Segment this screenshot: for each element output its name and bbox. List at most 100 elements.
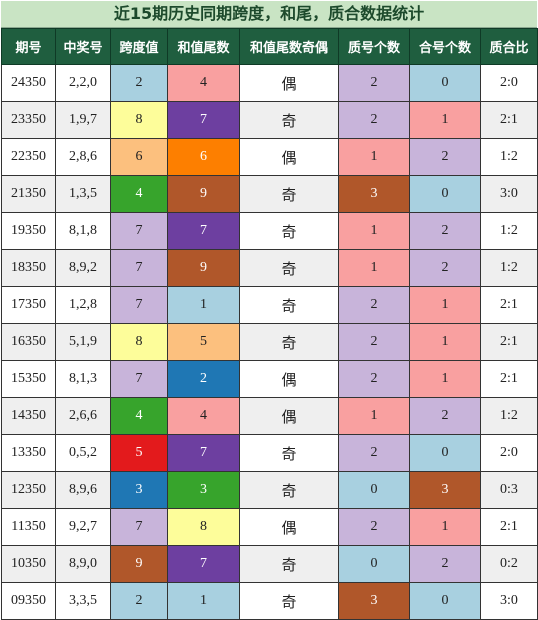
sum-tail-cell: 5 [167,323,240,361]
ratio-cell: 2:1 [480,286,538,324]
parity-cell: 偶 [239,138,339,176]
table-row: 19350 8,1,8 7 7 奇 1 2 1:2 [1,212,538,250]
ratio-cell: 1:2 [480,212,538,250]
period-cell: 21350 [1,175,56,213]
header-row: 期号 中奖号 跨度值 和值尾数 和值尾数奇偶 质号个数 合号个数 质合比 [1,28,538,65]
prime-count-cell: 3 [338,582,410,620]
prime-count-cell: 1 [338,212,410,250]
composite-count-cell: 2 [409,545,481,583]
span-cell: 2 [110,64,168,102]
span-cell: 8 [110,101,168,139]
ratio-cell: 1:2 [480,397,538,435]
prime-count-cell: 2 [338,434,410,472]
span-cell: 6 [110,138,168,176]
ratio-cell: 1:2 [480,249,538,287]
period-cell: 17350 [1,286,56,324]
composite-count-cell: 1 [409,286,481,324]
header-sum-tail: 和值尾数 [167,28,240,65]
sum-tail-cell: 9 [167,175,240,213]
period-cell: 24350 [1,64,56,102]
sum-tail-cell: 7 [167,434,240,472]
parity-cell: 偶 [239,508,339,546]
numbers-cell: 9,2,7 [55,508,111,546]
sum-tail-cell: 3 [167,471,240,509]
header-composite-count: 合号个数 [409,28,481,65]
period-cell: 22350 [1,138,56,176]
composite-count-cell: 0 [409,582,481,620]
table-row: 18350 8,9,2 7 9 奇 1 2 1:2 [1,249,538,287]
table-row: 15350 8,1,3 7 2 偶 2 1 2:1 [1,360,538,398]
span-cell: 7 [110,249,168,287]
span-cell: 4 [110,397,168,435]
header-period: 期号 [1,28,56,65]
numbers-cell: 0,5,2 [55,434,111,472]
sum-tail-cell: 6 [167,138,240,176]
prime-count-cell: 2 [338,360,410,398]
composite-count-cell: 2 [409,249,481,287]
period-cell: 11350 [1,508,56,546]
ratio-cell: 2:1 [480,101,538,139]
parity-cell: 奇 [239,323,339,361]
composite-count-cell: 0 [409,64,481,102]
prime-count-cell: 1 [338,249,410,287]
period-cell: 15350 [1,360,56,398]
prime-count-cell: 1 [338,397,410,435]
ratio-cell: 0:3 [480,471,538,509]
numbers-cell: 2,2,0 [55,64,111,102]
period-cell: 09350 [1,582,56,620]
span-cell: 7 [110,360,168,398]
sum-tail-cell: 7 [167,212,240,250]
sum-tail-cell: 7 [167,101,240,139]
table-row: 16350 5,1,9 8 5 奇 2 1 2:1 [1,323,538,361]
table-row: 22350 2,8,6 6 6 偶 1 2 1:2 [1,138,538,176]
composite-count-cell: 3 [409,471,481,509]
period-cell: 14350 [1,397,56,435]
ratio-cell: 2:1 [480,508,538,546]
header-span: 跨度值 [110,28,168,65]
span-cell: 2 [110,582,168,620]
parity-cell: 奇 [239,286,339,324]
prime-count-cell: 2 [338,323,410,361]
parity-cell: 奇 [239,545,339,583]
header-prime-composite-ratio: 质合比 [480,28,538,65]
parity-cell: 奇 [239,582,339,620]
span-cell: 5 [110,434,168,472]
span-cell: 9 [110,545,168,583]
parity-cell: 偶 [239,397,339,435]
numbers-cell: 8,9,2 [55,249,111,287]
table-row: 21350 1,3,5 4 9 奇 3 0 3:0 [1,175,538,213]
sum-tail-cell: 8 [167,508,240,546]
table-row: 11350 9,2,7 7 8 偶 2 1 2:1 [1,508,538,546]
span-cell: 3 [110,471,168,509]
numbers-cell: 8,9,6 [55,471,111,509]
period-cell: 18350 [1,249,56,287]
ratio-cell: 2:1 [480,323,538,361]
ratio-cell: 1:2 [480,138,538,176]
numbers-cell: 2,6,6 [55,397,111,435]
table-row: 09350 3,3,5 2 1 奇 3 0 3:0 [1,582,538,620]
prime-count-cell: 2 [338,286,410,324]
table-row: 10350 8,9,0 9 7 奇 0 2 0:2 [1,545,538,583]
period-cell: 12350 [1,471,56,509]
numbers-cell: 8,9,0 [55,545,111,583]
prime-count-cell: 2 [338,508,410,546]
parity-cell: 奇 [239,434,339,472]
prime-count-cell: 1 [338,138,410,176]
ratio-cell: 2:1 [480,360,538,398]
prime-count-cell: 2 [338,101,410,139]
prime-count-cell: 3 [338,175,410,213]
sum-tail-cell: 1 [167,582,240,620]
table-row: 23350 1,9,7 8 7 奇 2 1 2:1 [1,101,538,139]
table-row: 13350 0,5,2 5 7 奇 2 0 2:0 [1,434,538,472]
ratio-cell: 0:2 [480,545,538,583]
header-prime-count: 质号个数 [338,28,410,65]
period-cell: 19350 [1,212,56,250]
parity-cell: 奇 [239,101,339,139]
prime-count-cell: 2 [338,64,410,102]
numbers-cell: 8,1,3 [55,360,111,398]
sum-tail-cell: 4 [167,397,240,435]
period-cell: 16350 [1,323,56,361]
ratio-cell: 3:0 [480,582,538,620]
numbers-cell: 1,2,8 [55,286,111,324]
composite-count-cell: 1 [409,101,481,139]
